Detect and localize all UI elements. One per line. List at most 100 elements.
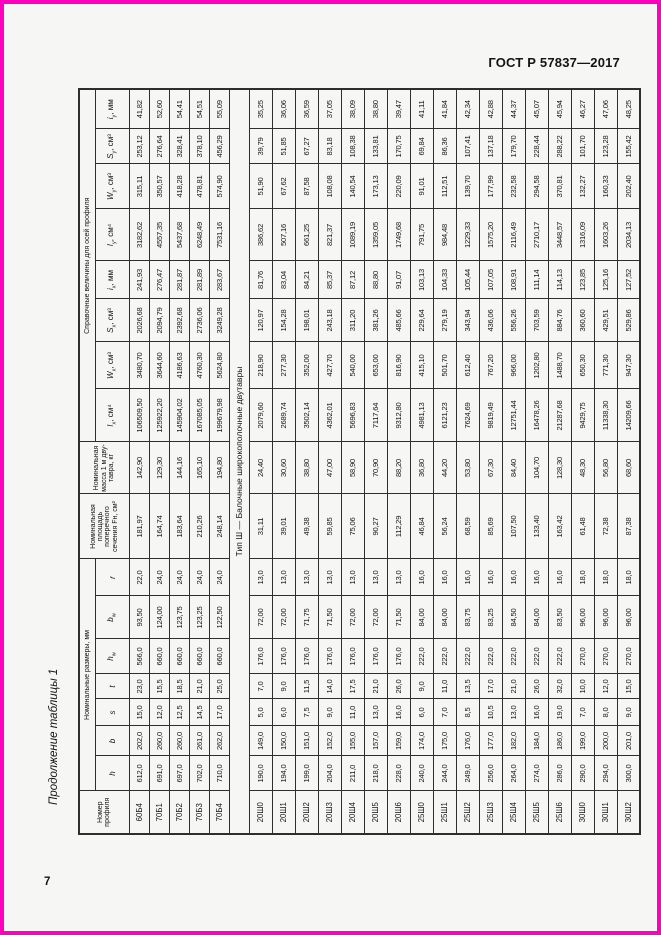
- table-cell: 179,70: [502, 129, 525, 164]
- table-cell: 1202,80: [525, 342, 548, 389]
- table-cell: 181,97: [129, 494, 149, 559]
- table-cell: 256,0: [479, 756, 502, 791]
- table-cell: 8,5: [456, 699, 479, 726]
- table-cell: 966,00: [502, 342, 525, 389]
- profile-number-cell: 70Б1: [149, 791, 169, 834]
- profile-number-cell: 25Ш5: [525, 791, 548, 834]
- table-cell: 228,0: [387, 756, 410, 791]
- table-cell: 8,0: [594, 699, 617, 726]
- table-cell: 260,0: [169, 726, 189, 756]
- table-cell: 12751,44: [502, 389, 525, 442]
- table-cell: 7624,69: [456, 389, 479, 442]
- table-cell: 21,0: [189, 674, 209, 699]
- table-cell: 108,38: [341, 129, 364, 164]
- table-cell: 260,0: [149, 726, 169, 756]
- table-cell: 84,21: [295, 261, 318, 299]
- table-cell: 22,0: [129, 559, 149, 596]
- table-cell: 176,0: [295, 639, 318, 674]
- table-cell: 3644,60: [149, 342, 169, 389]
- table-cell: 75,06: [341, 494, 364, 559]
- table-cell: 16,0: [433, 559, 456, 596]
- table-cell: 210,26: [189, 494, 209, 559]
- table-cell: 183,64: [169, 494, 189, 559]
- table-cell: 26,0: [387, 674, 410, 699]
- table-cell: 71,50: [387, 596, 410, 639]
- table-cell: 129,30: [149, 442, 169, 494]
- table-cell: 91,07: [387, 261, 410, 299]
- table-cell: 11,0: [433, 674, 456, 699]
- table-cell: 7,5: [295, 699, 318, 726]
- table-cell: 170,75: [387, 129, 410, 164]
- table-cell: 1603,26: [594, 209, 617, 261]
- table-cell: 155,42: [617, 129, 640, 164]
- table-cell: 106509,50: [129, 389, 149, 442]
- table-cell: 88,20: [387, 442, 410, 494]
- table-cell: 124,00: [149, 596, 169, 639]
- table-cell: 47,06: [594, 88, 617, 129]
- table-cell: 142,90: [129, 442, 149, 494]
- table-cell: 456,29: [209, 129, 229, 164]
- table-cell: 15,0: [129, 699, 149, 726]
- table-cell: 56,80: [594, 442, 617, 494]
- table-cell: 83,04: [272, 261, 295, 299]
- table-cell: 248,14: [209, 494, 229, 559]
- header-symbol-cell: Wy, см³: [95, 164, 129, 209]
- table-cell: 46,27: [571, 88, 594, 129]
- table-row: 25Ш4 264,0 182,0 13,0 21,0 222,0 84,50 16,0 107,…: [502, 88, 525, 834]
- table-cell: 67,30: [479, 442, 502, 494]
- table-cell: 703,59: [525, 299, 548, 342]
- section-divider-label: Тип Ш — Балочные широкополочные двутавры: [229, 88, 249, 834]
- table-cell: 11,0: [341, 699, 364, 726]
- table-cell: 200,0: [594, 726, 617, 756]
- table-cell: 381,26: [364, 299, 387, 342]
- profile-number-cell: 20Ш6: [387, 791, 410, 834]
- header-symbol-cell: Sx, см³: [95, 299, 129, 342]
- table-cell: 244,0: [433, 756, 456, 791]
- table-cell: 202,0: [129, 726, 149, 756]
- table-cell: 71,50: [318, 596, 341, 639]
- table-cell: 140,54: [341, 164, 364, 209]
- table-cell: 194,80: [209, 442, 229, 494]
- table-cell: 281,89: [189, 261, 209, 299]
- table-cell: 294,0: [594, 756, 617, 791]
- header-group-nominal-dimensions: Номинальные размеры, мм: [79, 559, 95, 791]
- header-symbol-cell: hw: [95, 639, 129, 674]
- profile-number-cell: 25Ш6: [548, 791, 571, 834]
- table-cell: 201,0: [617, 726, 640, 756]
- table-cell: 276,64: [149, 129, 169, 164]
- table-cell: 350,57: [149, 164, 169, 209]
- table-cell: 277,30: [272, 342, 295, 389]
- table-cell: 167085,05: [189, 389, 209, 442]
- table-cell: 25,0: [209, 674, 229, 699]
- table-body: 60Б4 612,0 202,0 15,0 23,0 566,0 93,50 22,0 181,…: [129, 88, 640, 834]
- table-cell: 328,41: [169, 129, 189, 164]
- table-cell: 352,00: [295, 342, 318, 389]
- table-cell: 6,0: [410, 699, 433, 726]
- table-cell: 61,48: [571, 494, 594, 559]
- table-row: 25Ш3 256,0 177,0 10,5 17,0 222,0 83,25 16,0 85,6…: [479, 88, 502, 834]
- table-cell: 41,11: [410, 88, 433, 129]
- table-cell: 176,0: [249, 639, 272, 674]
- table-cell: 311,20: [341, 299, 364, 342]
- table-cell: 84,40: [502, 442, 525, 494]
- table-cell: 660,0: [209, 639, 229, 674]
- table-cell: 177,0: [479, 726, 502, 756]
- table-cell: 23,0: [129, 674, 149, 699]
- table-cell: 67,62: [272, 164, 295, 209]
- table-cell: 96,00: [571, 596, 594, 639]
- table-cell: 11,5: [295, 674, 318, 699]
- table-row: 60Б4 612,0 202,0 15,0 23,0 566,0 93,50 22,0 181,…: [129, 88, 149, 834]
- table-cell: 767,20: [479, 342, 502, 389]
- table-cell: 199,0: [295, 756, 318, 791]
- table-cell: 9429,75: [571, 389, 594, 442]
- table-cell: 194,0: [272, 756, 295, 791]
- table-cell: 150,0: [272, 726, 295, 756]
- table-cell: 2392,68: [169, 299, 189, 342]
- table-cell: 176,0: [364, 639, 387, 674]
- table-cell: 222,0: [479, 639, 502, 674]
- table-cell: 660,0: [149, 639, 169, 674]
- table-cell: 199679,98: [209, 389, 229, 442]
- table-cell: 218,0: [364, 756, 387, 791]
- table-cell: 72,00: [272, 596, 295, 639]
